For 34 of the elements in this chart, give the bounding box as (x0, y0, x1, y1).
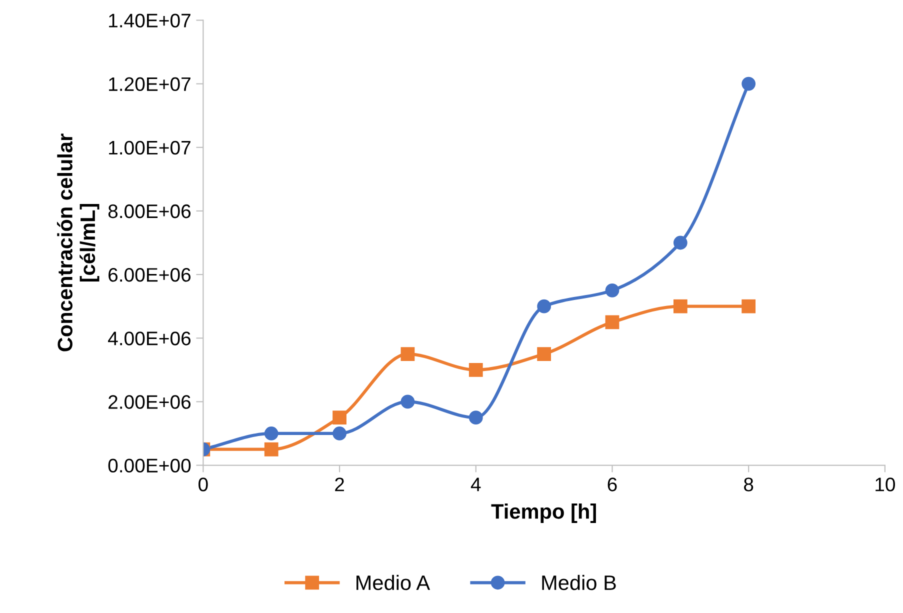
y-tick-label: 1.00E+07 (109, 140, 190, 155)
y-tick-label: 4.00E+06 (108, 332, 191, 346)
point (742, 299, 756, 314)
y-axis-title: Concentración celular [cél/mL] (56, 134, 100, 352)
x-axis-title: Tiempo [h] (491, 504, 596, 523)
y-tick-label: 0.00E+00 (108, 458, 191, 473)
y-tick-label: 1.20E+07 (109, 77, 190, 92)
point (264, 426, 278, 440)
x-tick-label: 2 (335, 478, 344, 492)
point (468, 410, 483, 425)
x-tick-label: 6 (608, 478, 617, 492)
point (332, 426, 346, 440)
point (400, 347, 415, 361)
legend-label: Medio B (542, 574, 616, 590)
point (673, 236, 688, 250)
y-tick-label: 6.00E+06 (108, 268, 191, 282)
y-tick-label: 1.40E+07 (109, 14, 190, 28)
point (400, 394, 415, 409)
point (537, 299, 551, 314)
x-tick-label: 8 (744, 478, 754, 492)
legend-label: Medio A (356, 574, 430, 590)
y-tick-label: 2.00E+06 (108, 395, 191, 409)
point (742, 76, 756, 91)
point (332, 410, 346, 425)
x-tick-label: 4 (470, 478, 481, 492)
point (605, 283, 620, 298)
x-tick-label: 0 (198, 478, 208, 492)
y-tick-label: 8.00E+06 (108, 204, 191, 218)
x-tick-label: 10 (876, 478, 895, 492)
point (468, 362, 483, 377)
point (673, 299, 688, 314)
point (264, 442, 278, 456)
point (537, 347, 551, 361)
point (605, 315, 620, 330)
